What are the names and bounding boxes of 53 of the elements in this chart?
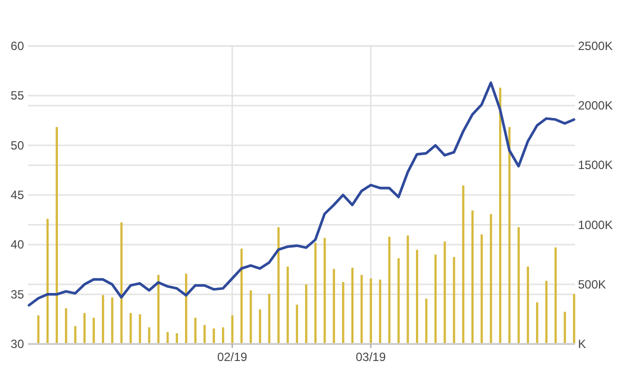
bar bbox=[388, 236, 390, 344]
bar bbox=[480, 234, 483, 344]
y-tick-label: 45 bbox=[10, 188, 24, 202]
bar bbox=[462, 185, 464, 344]
y2-tick-label: 1000K bbox=[578, 218, 613, 232]
bar bbox=[397, 258, 400, 344]
bar bbox=[518, 227, 520, 344]
y-tick-label: 50 bbox=[10, 138, 24, 152]
x-tick-label: 03/19 bbox=[356, 350, 386, 364]
bar bbox=[490, 214, 492, 344]
y-tick-label: 30 bbox=[10, 337, 24, 351]
bar bbox=[74, 326, 76, 344]
bar bbox=[406, 236, 409, 344]
bar bbox=[130, 313, 132, 344]
bar bbox=[425, 298, 428, 344]
bar bbox=[250, 290, 252, 344]
y-tick-label: 40 bbox=[10, 238, 24, 252]
bar bbox=[268, 294, 270, 344]
y2-tick-label: 2000K bbox=[578, 98, 613, 113]
bar bbox=[434, 254, 437, 344]
bar bbox=[332, 268, 336, 344]
y2-tick-label: 2500K bbox=[578, 39, 613, 53]
bar bbox=[536, 302, 538, 344]
y-tick-label: 60 bbox=[10, 39, 24, 53]
bar bbox=[231, 315, 234, 344]
line-series bbox=[28, 81, 576, 307]
bar bbox=[286, 266, 289, 344]
bar bbox=[314, 242, 317, 344]
bar bbox=[166, 332, 169, 344]
bar bbox=[212, 328, 215, 344]
bar bbox=[416, 250, 418, 344]
bar bbox=[499, 88, 502, 344]
bar bbox=[554, 247, 557, 344]
bar bbox=[56, 127, 58, 344]
bar bbox=[111, 298, 114, 344]
bar bbox=[305, 284, 308, 344]
bar bbox=[379, 280, 382, 344]
bar bbox=[148, 327, 150, 344]
bar bbox=[444, 241, 446, 344]
bar bbox=[37, 315, 40, 344]
y-tick-label: 35 bbox=[10, 287, 24, 302]
bar bbox=[342, 282, 344, 344]
y2-tick-label: 1500K bbox=[578, 158, 613, 172]
bar bbox=[324, 238, 326, 344]
bar bbox=[92, 318, 95, 344]
y2-tick-label: 500K bbox=[578, 277, 606, 292]
x-tick-label: 02/19 bbox=[217, 350, 248, 364]
y-tick-label: 55 bbox=[10, 88, 24, 103]
y2-tick-label: K bbox=[578, 337, 586, 351]
bar bbox=[351, 268, 354, 344]
bar bbox=[526, 266, 530, 344]
bar bbox=[471, 210, 474, 344]
bar bbox=[452, 256, 456, 344]
